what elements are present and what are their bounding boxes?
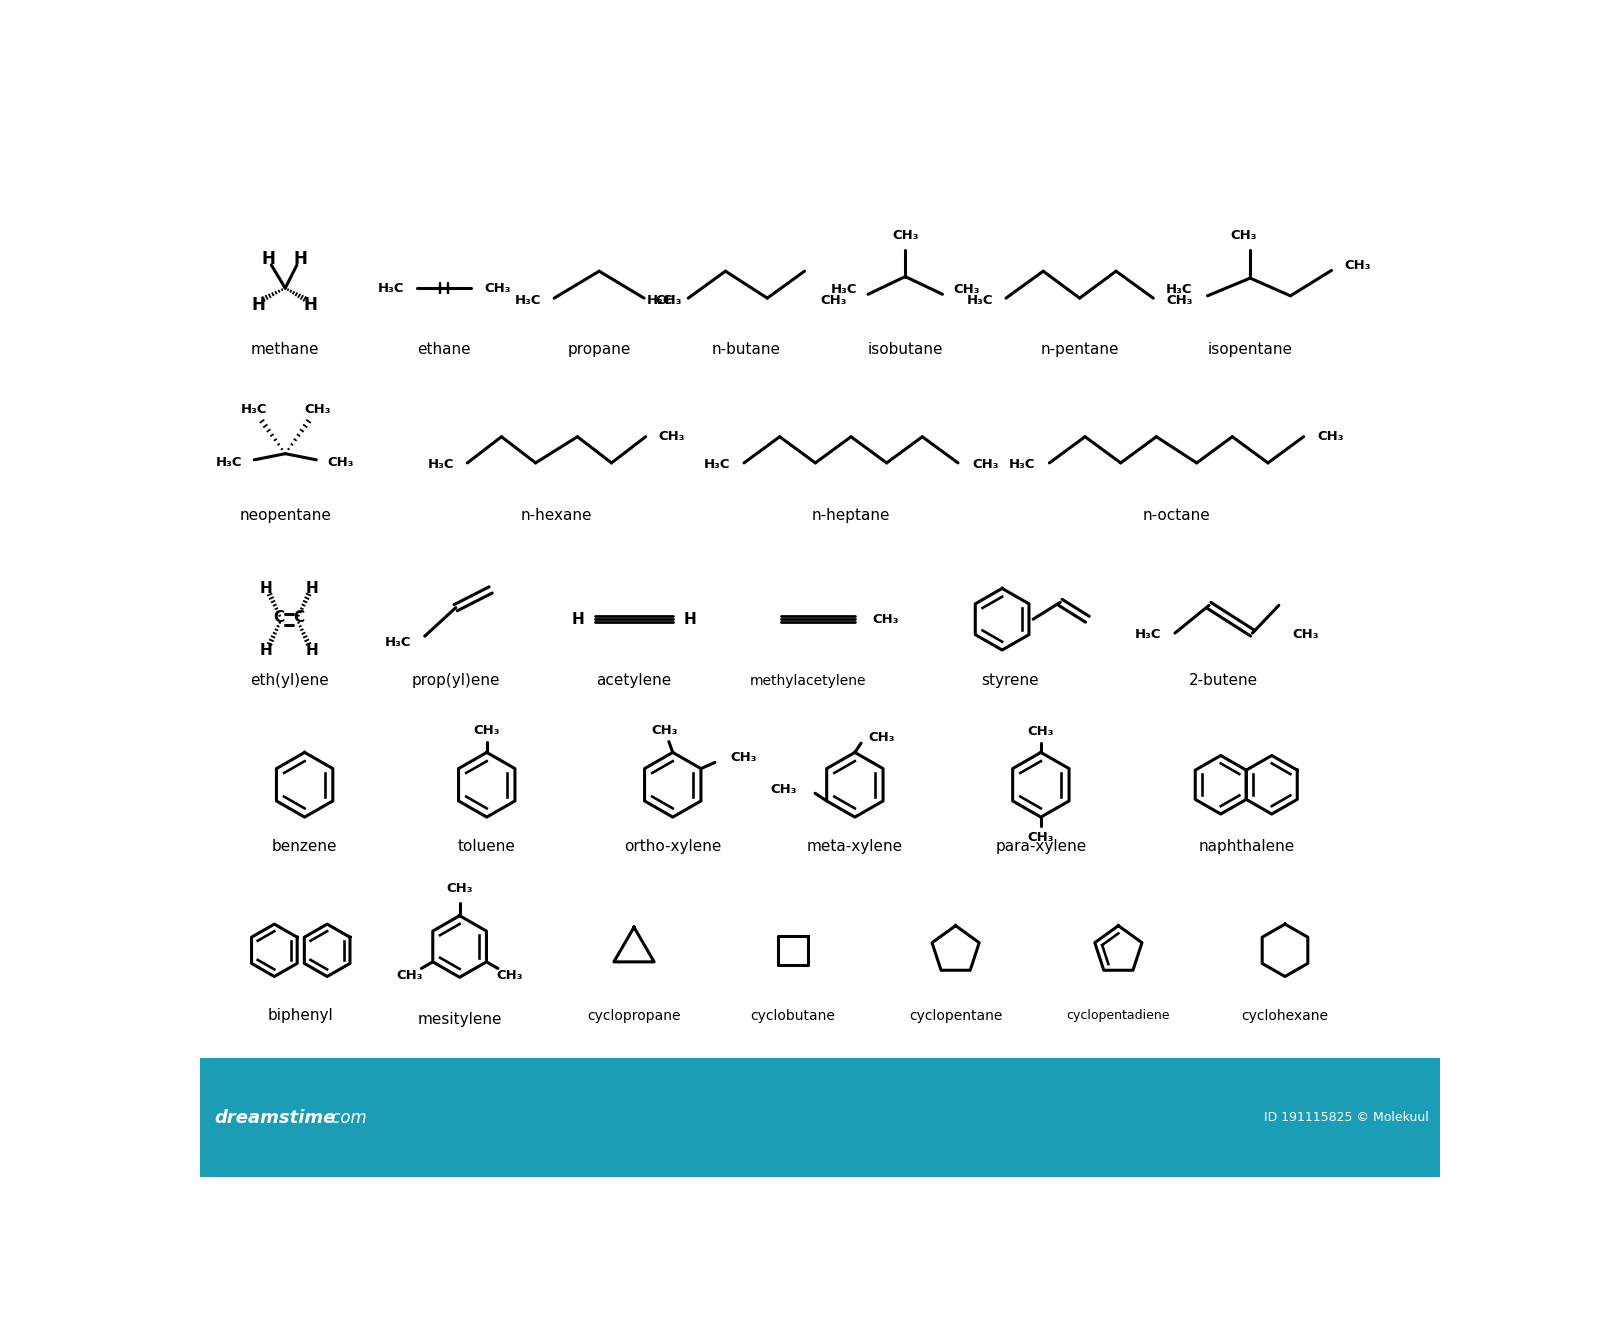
Text: H: H [294, 250, 307, 267]
Text: C: C [274, 610, 285, 626]
Text: cyclohexane: cyclohexane [1242, 1008, 1328, 1023]
Text: CH₃: CH₃ [654, 294, 682, 307]
Text: cyclopropane: cyclopropane [587, 1008, 680, 1023]
Text: ethane: ethane [418, 343, 470, 357]
Text: CH₃: CH₃ [1027, 831, 1054, 844]
Text: CH₃: CH₃ [496, 968, 523, 982]
Text: H: H [302, 296, 317, 314]
Text: propane: propane [568, 343, 630, 357]
Text: ortho-xylene: ortho-xylene [624, 839, 722, 853]
Text: CH₃: CH₃ [659, 430, 685, 443]
Text: n-heptane: n-heptane [811, 508, 890, 523]
Text: ID 191115825 © Molekuul: ID 191115825 © Molekuul [1264, 1111, 1429, 1125]
Text: H₃C: H₃C [216, 456, 243, 470]
Text: meta-xylene: meta-xylene [806, 839, 902, 853]
Text: isopentane: isopentane [1208, 343, 1293, 357]
Text: CH₃: CH₃ [328, 456, 354, 470]
Text: H: H [259, 581, 272, 595]
Text: H₃C: H₃C [427, 458, 454, 471]
Text: H₃C: H₃C [704, 458, 730, 471]
Text: CH₃: CH₃ [1027, 725, 1054, 738]
Text: H₃C: H₃C [515, 294, 541, 307]
Text: CH₃: CH₃ [771, 783, 797, 796]
Text: dreamstime: dreamstime [214, 1109, 336, 1127]
Text: H: H [571, 611, 584, 627]
Text: cyclopentane: cyclopentane [909, 1008, 1002, 1023]
Text: n-butane: n-butane [712, 343, 781, 357]
Text: benzene: benzene [272, 839, 338, 853]
Text: H₃C: H₃C [1165, 283, 1192, 296]
Text: CH₃: CH₃ [474, 725, 499, 737]
Text: cyclopentadiene: cyclopentadiene [1067, 1009, 1170, 1023]
Text: .com: .com [325, 1109, 366, 1127]
Text: CH₃: CH₃ [304, 402, 331, 415]
Text: methylacetylene: methylacetylene [750, 673, 867, 688]
Text: n-hexane: n-hexane [520, 508, 592, 523]
Text: H: H [261, 250, 275, 267]
Text: mesitylene: mesitylene [418, 1012, 502, 1027]
Text: isobutane: isobutane [867, 343, 942, 357]
Text: neopentane: neopentane [240, 508, 331, 523]
Text: cyclobutane: cyclobutane [750, 1008, 835, 1023]
Text: CH₃: CH₃ [1293, 628, 1320, 642]
Text: CH₃: CH₃ [1230, 229, 1258, 242]
Text: CH₃: CH₃ [1317, 430, 1344, 443]
Text: H₃C: H₃C [1010, 458, 1035, 471]
Text: para-xylene: para-xylene [995, 839, 1086, 853]
Text: H₃C: H₃C [378, 282, 403, 295]
Text: H: H [251, 296, 266, 314]
Text: CH₃: CH₃ [730, 750, 757, 763]
Text: H₃C: H₃C [646, 294, 672, 307]
Text: H₃C: H₃C [1134, 628, 1162, 642]
Text: CH₃: CH₃ [869, 730, 896, 744]
Text: CH₃: CH₃ [397, 968, 422, 982]
Text: biphenyl: biphenyl [267, 1008, 334, 1023]
Text: n-pentane: n-pentane [1040, 343, 1118, 357]
Text: eth(yl)ene: eth(yl)ene [250, 673, 328, 688]
Text: toluene: toluene [458, 839, 515, 853]
Text: CH₃: CH₃ [485, 282, 510, 295]
Text: CH₃: CH₃ [446, 882, 474, 896]
Text: CH₃: CH₃ [819, 294, 846, 307]
Text: n-octane: n-octane [1142, 508, 1210, 523]
Text: H₃C: H₃C [384, 636, 411, 648]
Text: H: H [259, 643, 272, 658]
Text: naphthalene: naphthalene [1198, 839, 1294, 853]
Text: CH₃: CH₃ [1166, 294, 1194, 307]
Text: CH₃: CH₃ [893, 229, 918, 242]
Text: H₃C: H₃C [242, 402, 267, 415]
Text: H₃C: H₃C [830, 283, 858, 296]
Text: CH₃: CH₃ [1344, 258, 1371, 271]
Text: CH₃: CH₃ [872, 613, 899, 626]
Text: H: H [306, 643, 318, 658]
Text: H: H [683, 611, 696, 627]
Text: prop(yl)ene: prop(yl)ene [411, 673, 499, 688]
Text: styrene: styrene [981, 673, 1038, 688]
Text: CH₃: CH₃ [954, 283, 979, 296]
Text: C: C [294, 610, 304, 626]
Text: acetylene: acetylene [597, 673, 672, 688]
Text: H₃C: H₃C [966, 294, 994, 307]
Text: H: H [306, 581, 318, 595]
Text: CH₃: CH₃ [971, 458, 998, 471]
Text: CH₃: CH₃ [651, 725, 678, 737]
Text: methane: methane [251, 343, 320, 357]
Bar [200, 1058, 1440, 1177]
Text: 2-butene: 2-butene [1189, 673, 1258, 688]
